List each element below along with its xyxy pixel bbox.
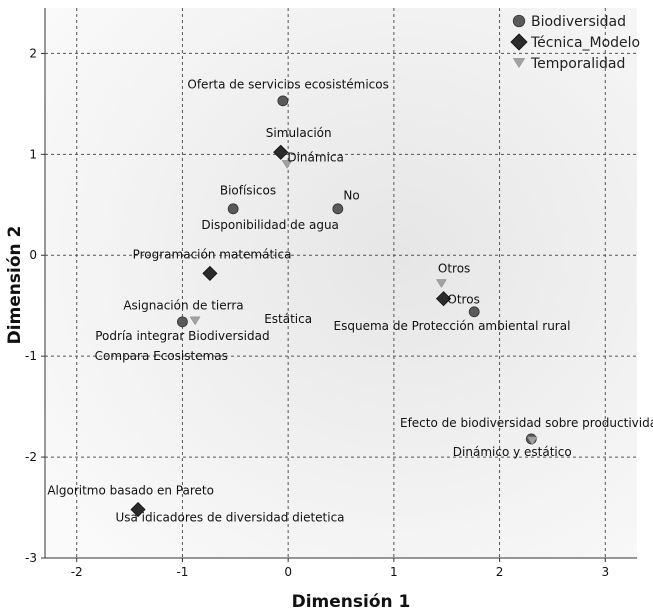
legend: Biodiversidad Técnica_Modelo Temporalidad bbox=[510, 14, 640, 72]
point-label: Dinámica bbox=[287, 150, 344, 164]
point-label: Dinámico y estático bbox=[453, 445, 572, 459]
x-tick-label: 1 bbox=[390, 565, 398, 579]
legend-marker-triangle-down bbox=[512, 58, 526, 69]
y-tick-label: 2 bbox=[29, 46, 37, 60]
legend-label: Biodiversidad bbox=[531, 14, 626, 30]
point-labels: Oferta de servicios ecosistémicos Simulac… bbox=[47, 78, 653, 525]
point-label: Efecto de biodiversidad sobre productivi… bbox=[400, 416, 653, 430]
point-circle bbox=[177, 316, 188, 328]
marks bbox=[130, 95, 538, 518]
legend-marker-diamond bbox=[510, 33, 528, 51]
x-tick-label: -2 bbox=[71, 565, 83, 579]
point-label: Simulación bbox=[266, 126, 332, 140]
x-tick-label: -1 bbox=[176, 565, 188, 579]
legend-label: Temporalidad bbox=[530, 56, 625, 72]
legend-marker-circle bbox=[512, 14, 526, 28]
legend-label: Técnica_Modelo bbox=[530, 35, 640, 51]
point-label: Algoritmo basado en Pareto bbox=[47, 483, 214, 497]
x-tick-label: 3 bbox=[601, 565, 609, 579]
point-circle bbox=[227, 203, 239, 215]
y-tick-label: -1 bbox=[25, 349, 37, 363]
point-label: Asignación de tierra bbox=[123, 299, 243, 313]
point-label: Esquema de Protección ambiental rural bbox=[334, 319, 571, 333]
x-tick-label: 0 bbox=[284, 565, 292, 579]
point-label: Programación matemática bbox=[133, 247, 292, 261]
plot-background bbox=[45, 8, 637, 558]
y-tick-label: 1 bbox=[29, 147, 37, 161]
point-circle bbox=[277, 95, 289, 107]
point-triangle-down bbox=[281, 160, 293, 169]
point-label: Compara Ecosistemas bbox=[95, 349, 228, 363]
point-diamond bbox=[130, 501, 146, 518]
point-label: Disponibilidad de agua bbox=[201, 218, 339, 232]
y-tick-label: 0 bbox=[29, 248, 37, 262]
point-label: Podría integrar Biodiversidad bbox=[95, 329, 269, 343]
point-diamond bbox=[202, 265, 218, 281]
x-tick-label: 2 bbox=[496, 565, 504, 579]
point-label: Usa idicadores de diversidad dietetica bbox=[115, 511, 344, 525]
point-diamond bbox=[273, 144, 289, 160]
point-diamond bbox=[435, 291, 452, 307]
point-circle bbox=[332, 203, 344, 215]
y-tick-label: -3 bbox=[25, 551, 37, 565]
point-triangle-down bbox=[189, 316, 201, 326]
y-tick-label: -2 bbox=[25, 450, 37, 464]
point-label: Biofísicos bbox=[220, 184, 276, 198]
ticks: -2 -1 0 1 2 3 2 1 0 -1 -2 -3 bbox=[25, 46, 609, 579]
point-triangle-down bbox=[526, 436, 538, 446]
point-label: Otros bbox=[438, 261, 470, 275]
point-label: Estática bbox=[264, 312, 312, 326]
point-label: Otros bbox=[447, 293, 479, 307]
x-axis-title: Dimensión 1 bbox=[292, 592, 411, 612]
point-label: Oferta de servicios ecosistémicos bbox=[187, 78, 388, 92]
point-circle bbox=[468, 306, 480, 318]
y-axis-title: Dimensión 2 bbox=[5, 226, 25, 345]
point-label: No bbox=[343, 189, 359, 203]
point-triangle-down bbox=[435, 279, 447, 288]
